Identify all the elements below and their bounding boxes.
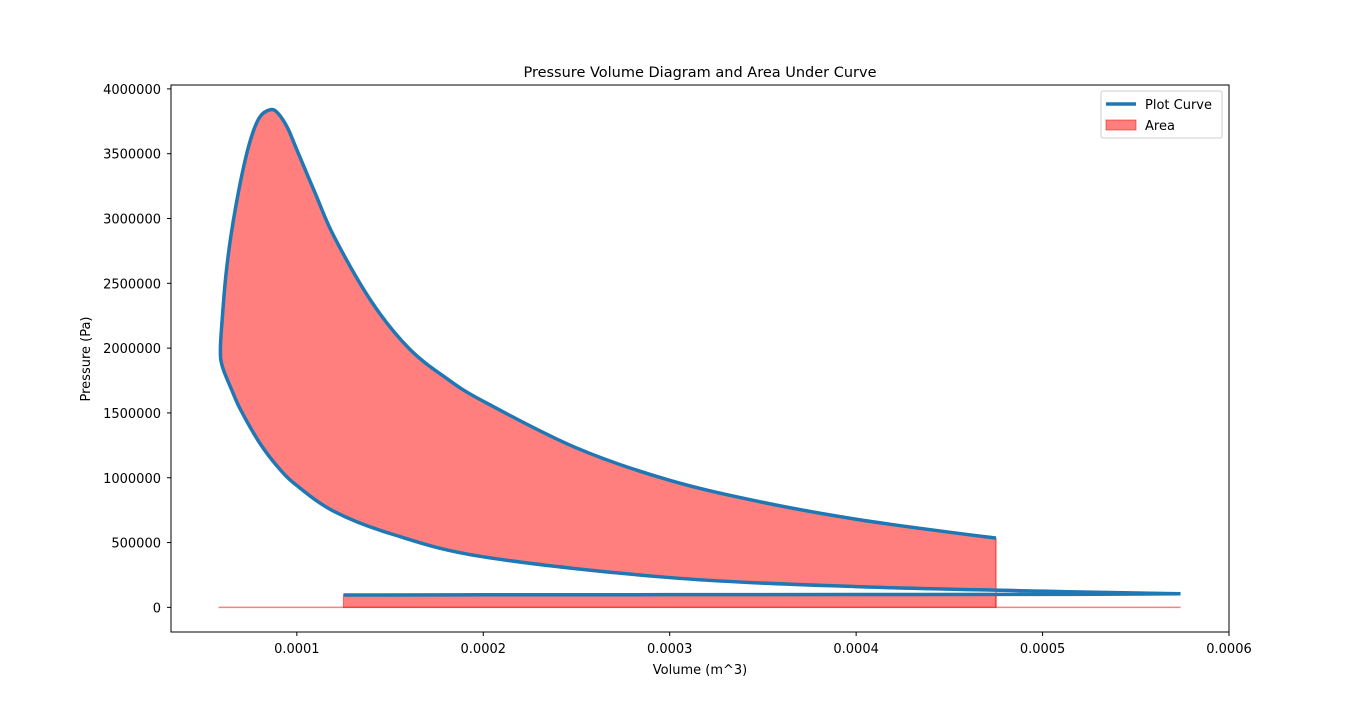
x-axis-label: Volume (m^3) [653,663,747,678]
legend-area-swatch [1105,119,1137,131]
y-tick-label: 1000000 [103,472,161,487]
y-tick-label: 2000000 [103,342,161,357]
y-axis-ticks: 0 500000 1000000 1500000 2000000 2500000 30000… [103,83,171,616]
y-axis-label: Pressure (Pa) [79,316,94,401]
axes-frame [170,84,1230,633]
x-tick-label: 0.0004 [833,642,879,657]
y-tick-label: 1500000 [103,407,161,422]
x-tick-label: 0.0003 [647,642,693,657]
area-fill-loop [220,109,996,591]
y-tick-label: 0 [153,601,161,616]
legend-label-plot-curve: Plot Curve [1145,98,1212,113]
y-tick-label: 500000 [111,537,161,552]
legend: Plot Curve Area [1100,90,1223,139]
chart-title: Pressure Volume Diagram and Area Under C… [523,65,876,81]
x-tick-label: 0.0002 [461,642,507,657]
x-tick-label: 0.0001 [274,642,320,657]
area-layer [218,109,1181,609]
plot-curve-cycle [218,107,1181,596]
y-tick-label: 2500000 [103,277,161,292]
x-axis-ticks: 0.0001 0.0002 0.0003 0.0004 0.0005 0.0006 [274,632,1252,657]
y-tick-label: 4000000 [103,83,161,98]
x-tick-label: 0.0005 [1020,642,1066,657]
legend-label-area: Area [1145,119,1175,134]
x-tick-label: 0.0006 [1206,642,1252,657]
plot-curve-intake [343,592,1181,597]
curve-layer [218,107,1181,597]
y-tick-label: 3500000 [103,148,161,163]
y-tick-label: 3000000 [103,213,161,228]
